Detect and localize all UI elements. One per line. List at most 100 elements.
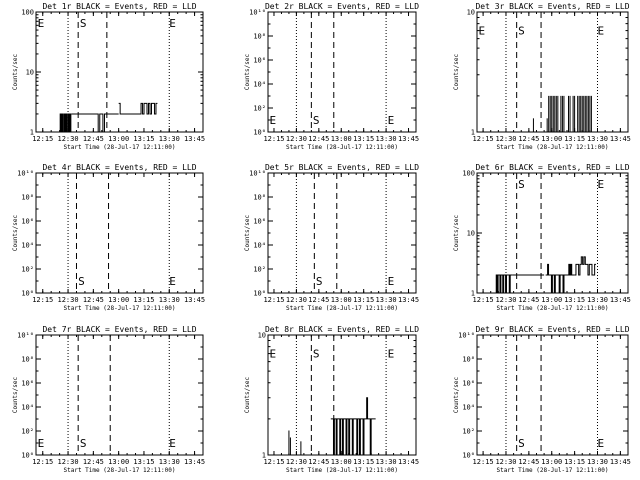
- x-tick-label: 12:30: [286, 296, 307, 304]
- marker-e: E: [388, 348, 395, 361]
- x-tick-label: 12:45: [308, 135, 329, 143]
- x-tick-label: 12:30: [58, 458, 79, 466]
- x-tick-label: 12:15: [263, 135, 284, 143]
- marker-e: E: [38, 17, 45, 30]
- x-tick-label: 13:45: [184, 135, 205, 143]
- marker-s: S: [518, 25, 525, 38]
- y-tick-label: 10¹⁰: [17, 170, 34, 178]
- x-tick-label: 13:00: [541, 135, 562, 143]
- x-tick-label: 13:15: [133, 296, 154, 304]
- chart-title: Det 5r BLACK = Events, RED = LLD: [265, 163, 419, 172]
- events-series: [118, 102, 158, 115]
- chart-title: Det 8r BLACK = Events, RED = LLD: [265, 325, 419, 334]
- y-axis-label: Counts/sec: [453, 215, 460, 252]
- y-tick-label: 10⁶: [21, 218, 34, 226]
- y-tick-label: 10¹⁰: [458, 332, 475, 340]
- x-tick-label: 12:45: [518, 135, 539, 143]
- x-tick-label: 13:30: [159, 296, 180, 304]
- y-tick-label: 1: [471, 290, 475, 298]
- y-tick-label: 10: [467, 230, 475, 238]
- marker-e: E: [169, 17, 176, 30]
- x-tick-label: 12:15: [32, 135, 53, 143]
- plot-frame: [35, 172, 204, 294]
- x-tick-label: 12:15: [263, 296, 284, 304]
- y-tick-label: 10²: [21, 428, 34, 436]
- x-tick-label: 13:00: [331, 135, 352, 143]
- x-tick-label: 13:15: [353, 135, 374, 143]
- y-tick-label: 1: [471, 129, 475, 137]
- x-tick-label: 12:15: [473, 458, 494, 466]
- x-tick-label: 13:15: [564, 135, 585, 143]
- panel-det1r: Det 1r BLACK = Events, RED = LLD 12:15 12:…: [12, 2, 205, 151]
- x-tick-label: 13:45: [398, 135, 419, 143]
- x-tick-label: 13:15: [133, 458, 154, 466]
- marker-e: E: [597, 25, 604, 38]
- chart-title: Det 4r BLACK = Events, RED = LLD: [42, 163, 196, 172]
- events-series: [71, 113, 119, 133]
- y-tick-label: 100: [21, 9, 34, 17]
- x-tick-label: 12:15: [32, 296, 53, 304]
- x-tick-label: 13:15: [133, 135, 154, 143]
- y-tick-label: 10⁴: [21, 404, 34, 412]
- x-tick-label: 12:30: [286, 135, 307, 143]
- x-tick-label: 13:45: [610, 458, 631, 466]
- x-tick-label: 12:45: [83, 458, 104, 466]
- x-tick-label: 12:30: [495, 296, 516, 304]
- y-tick-label: 10¹⁰: [249, 170, 266, 178]
- y-tick-label: 10⁶: [253, 57, 266, 65]
- chart-title: Det 7r BLACK = Events, RED = LLD: [42, 325, 196, 334]
- marker-e: E: [597, 178, 604, 191]
- x-tick-label: 12:45: [518, 296, 539, 304]
- x-axis-label: Start Time (28-Jul-17 12:11:00): [64, 305, 176, 312]
- y-axis-label: Counts/sec: [244, 54, 251, 91]
- x-tick-label: 13:45: [398, 296, 419, 304]
- chart-title: Det 9r BLACK = Events, RED = LLD: [475, 325, 629, 334]
- x-tick-label: 13:30: [159, 458, 180, 466]
- marker-s: S: [80, 17, 87, 30]
- x-tick-label: 13:45: [184, 458, 205, 466]
- plot-frame: [476, 11, 629, 133]
- x-tick-label: 13:00: [541, 458, 562, 466]
- y-axis-label: Counts/sec: [244, 215, 251, 252]
- marker-e: E: [388, 114, 395, 127]
- x-tick-label: 13:00: [331, 296, 352, 304]
- x-tick-label: 12:30: [58, 135, 79, 143]
- y-tick-label: 1: [262, 452, 266, 460]
- x-tick-label: 12:45: [308, 458, 329, 466]
- panel-det4r: Det 4r BLACK = Events, RED = LLD 12:15 12:…: [12, 163, 205, 312]
- y-tick-label: 10²: [21, 266, 34, 274]
- y-tick-label: 10⁰: [253, 290, 266, 298]
- y-tick-label: 10⁸: [462, 356, 475, 364]
- marker-e: E: [169, 275, 176, 288]
- x-axis-label: Start Time (28-Jul-17 12:11:00): [497, 467, 609, 474]
- x-tick-label: 13:30: [587, 458, 608, 466]
- x-tick-label: 13:00: [331, 458, 352, 466]
- y-tick-label: 10²: [462, 428, 475, 436]
- panel-det7r: Det 7r BLACK = Events, RED = LLD 12:15 12:…: [12, 325, 205, 474]
- events-series: [574, 256, 596, 276]
- x-tick-label: 13:45: [184, 296, 205, 304]
- x-tick-label: 13:00: [108, 296, 129, 304]
- y-tick-label: 10¹⁰: [17, 332, 34, 340]
- x-tick-label: 13:30: [587, 135, 608, 143]
- x-tick-label: 13:15: [353, 296, 374, 304]
- x-tick-label: 12:15: [32, 458, 53, 466]
- y-axis-label: Counts/sec: [12, 377, 19, 414]
- y-tick-label: 10⁸: [21, 194, 34, 202]
- x-tick-label: 13:30: [159, 135, 180, 143]
- y-tick-label: 10²: [253, 105, 266, 113]
- y-tick-label: 10⁶: [21, 380, 34, 388]
- events-series: [495, 274, 513, 294]
- x-tick-label: 13:45: [610, 296, 631, 304]
- chart-title: Det 2r BLACK = Events, RED = LLD: [265, 2, 419, 11]
- y-tick-label: 10²: [253, 266, 266, 274]
- marker-s: S: [80, 437, 87, 450]
- x-axis-label: Start Time (28-Jul-17 12:11:00): [497, 305, 609, 312]
- marker-e: E: [388, 275, 395, 288]
- x-tick-label: 13:30: [376, 296, 397, 304]
